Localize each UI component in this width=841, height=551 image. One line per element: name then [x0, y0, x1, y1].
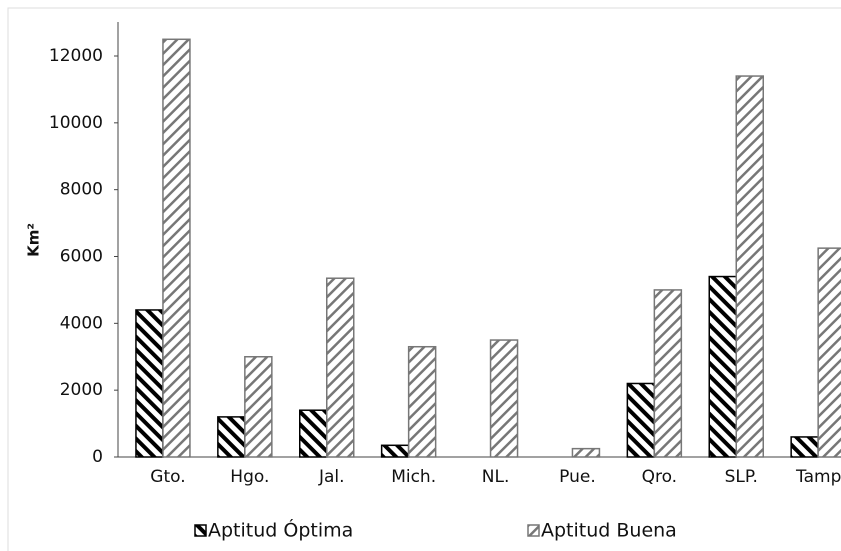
x-tick-label: Qro. — [642, 467, 678, 487]
y-tick-label: 12000 — [49, 46, 103, 66]
x-tick-label: Hgo. — [230, 467, 269, 487]
x-tick-label: Jal. — [318, 467, 345, 487]
bar — [244, 356, 273, 458]
x-tick-label: Tamps — [795, 467, 841, 487]
bar — [817, 247, 841, 458]
legend-label: Aptitud Óptima — [208, 518, 353, 542]
x-tick-label: SLP. — [725, 467, 758, 487]
legend-label: Aptitud Buena — [541, 520, 677, 542]
x-tick-label: Mich. — [391, 467, 436, 487]
legend-swatch — [194, 524, 207, 537]
bar — [653, 289, 683, 458]
bar — [735, 75, 764, 458]
bar — [217, 416, 246, 458]
y-tick-label: 8000 — [60, 180, 103, 200]
bar — [708, 275, 737, 458]
bar — [299, 409, 328, 458]
bar — [790, 436, 819, 458]
y-tick-label: 10000 — [49, 113, 103, 133]
legend-swatch — [527, 524, 540, 537]
x-tick-label: NL. — [482, 467, 510, 487]
x-tick-label: Gto. — [150, 467, 185, 487]
bar — [407, 345, 437, 458]
bar — [326, 277, 355, 458]
chart-border — [7, 7, 841, 551]
y-tick-label: 6000 — [60, 247, 103, 267]
bar — [162, 38, 191, 458]
bar — [626, 382, 656, 458]
y-tick-label: 4000 — [60, 313, 103, 333]
x-tick-label: Pue. — [559, 467, 596, 487]
bar — [135, 309, 164, 458]
bar — [380, 444, 410, 458]
y-axis-label: Km² — [25, 223, 43, 257]
y-tick-label: 2000 — [60, 380, 103, 400]
y-tick-label: 0 — [92, 447, 103, 467]
bar — [571, 447, 601, 458]
bar — [489, 339, 519, 458]
